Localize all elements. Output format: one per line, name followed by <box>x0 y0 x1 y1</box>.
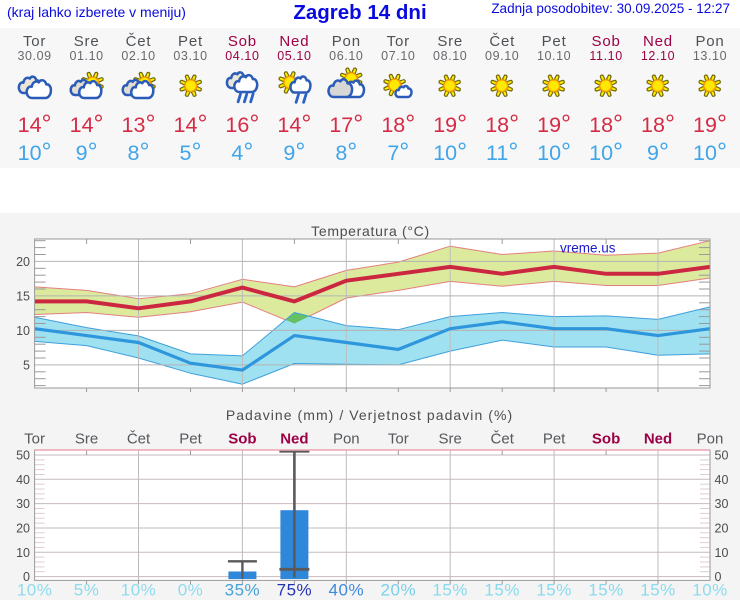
svg-text:Tor: Tor <box>24 431 45 448</box>
svg-text:Pet: Pet <box>543 431 566 448</box>
svg-text:10: 10 <box>16 324 30 338</box>
svg-text:50: 50 <box>715 449 729 463</box>
svg-text:40: 40 <box>715 473 729 487</box>
svg-text:Tor: Tor <box>388 431 409 448</box>
svg-text:0%: 0% <box>178 580 204 599</box>
svg-text:10: 10 <box>715 546 729 560</box>
svg-text:Padavine (mm) / Verjetnost pad: Padavine (mm) / Verjetnost padavin (%) <box>226 407 513 423</box>
svg-text:35%: 35% <box>225 580 261 599</box>
svg-text:0: 0 <box>23 570 30 584</box>
svg-text:15%: 15% <box>432 580 468 599</box>
svg-text:Pet: Pet <box>179 431 202 448</box>
svg-text:Pon: Pon <box>697 431 724 448</box>
svg-text:15: 15 <box>16 289 30 303</box>
svg-text:20%: 20% <box>381 580 417 599</box>
svg-text:15%: 15% <box>588 580 624 599</box>
svg-text:30: 30 <box>715 497 729 511</box>
svg-text:40: 40 <box>16 473 30 487</box>
svg-text:Sob: Sob <box>592 431 620 448</box>
svg-text:75%: 75% <box>277 580 313 599</box>
svg-text:Sre: Sre <box>75 431 98 448</box>
svg-text:20: 20 <box>16 522 30 536</box>
svg-text:Sob: Sob <box>228 431 256 448</box>
svg-text:40%: 40% <box>329 580 365 599</box>
svg-text:5: 5 <box>23 358 30 372</box>
svg-text:0: 0 <box>715 570 722 584</box>
svg-text:30: 30 <box>16 497 30 511</box>
svg-text:5%: 5% <box>74 580 100 599</box>
svg-text:Temperatura (°C): Temperatura (°C) <box>311 223 430 239</box>
svg-text:Pon: Pon <box>333 431 360 448</box>
svg-text:50: 50 <box>16 449 30 463</box>
svg-text:Ned: Ned <box>644 431 672 448</box>
svg-text:Sre: Sre <box>439 431 462 448</box>
svg-text:15%: 15% <box>536 580 572 599</box>
svg-text:15%: 15% <box>640 580 676 599</box>
svg-text:20: 20 <box>16 255 30 269</box>
svg-text:15%: 15% <box>484 580 520 599</box>
svg-text:Ned: Ned <box>280 431 308 448</box>
svg-text:Čet: Čet <box>127 431 151 448</box>
svg-text:vreme.us: vreme.us <box>560 241 616 256</box>
svg-text:10: 10 <box>16 546 30 560</box>
svg-text:20: 20 <box>715 522 729 536</box>
svg-text:10%: 10% <box>692 580 728 599</box>
svg-text:10%: 10% <box>17 580 53 599</box>
svg-text:10%: 10% <box>121 580 157 599</box>
svg-text:Čet: Čet <box>491 431 515 448</box>
